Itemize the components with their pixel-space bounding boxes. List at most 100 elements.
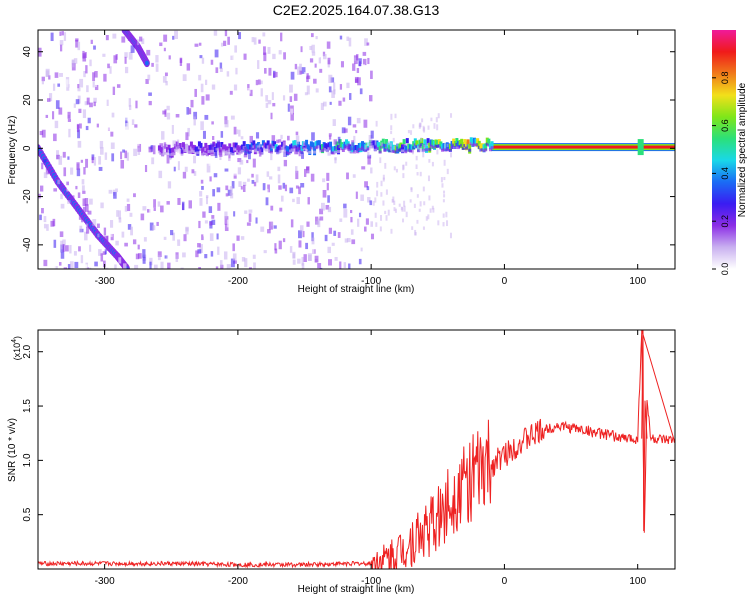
heatmap-cell [54,266,58,269]
heatmap-cell [171,124,174,134]
heatmap-cell [77,140,82,148]
heatmap-cell [455,138,459,145]
heatmap-cell [322,178,326,183]
heatmap-cell [370,233,375,240]
heatmap-cell [189,141,193,149]
heatmap-cell [403,205,406,212]
heatmap-cell [79,225,83,233]
heatmap-cell [247,87,251,94]
heatmap-cell [228,158,232,165]
heatmap-cell [284,219,289,226]
heatmap-cell [426,143,430,147]
heatmap-cell [135,100,138,109]
heatmap-cell [106,243,111,251]
heatmap-cell [456,141,460,147]
heatmap-cell [129,212,133,217]
heatmap-cell [243,146,248,152]
heatmap-cell [175,113,180,118]
heatmap-cell [130,226,133,236]
heatmap-cell [356,67,360,73]
heatmap-cell [201,148,205,155]
heatmap-cell [372,145,376,149]
heatmap-cell [463,144,467,148]
heatmap-cell [78,108,82,114]
heatmap-cell [328,259,332,266]
heatmap-cell [197,243,201,248]
heatmap-cell [151,62,154,67]
heatmap-cell [440,177,443,183]
heatmap-cell [437,220,440,226]
heatmap-cell [139,36,143,42]
heatmap-cell [430,117,433,122]
heatmap-cell [212,136,215,140]
heatmap-cell [281,146,285,150]
heatmap-cell [67,264,71,269]
heatmap-cell [319,68,323,73]
heatmap-cell [183,234,187,242]
heatmap-cell [280,134,283,139]
heatmap-cell [120,71,125,78]
heatmap-cell [311,147,315,151]
heatmap-cell [393,145,396,150]
heatmap-cell [276,139,279,144]
heatmap-cell [283,52,286,60]
heatmap-cell [306,85,310,95]
heatmap-cell [166,154,170,164]
heatmap-cell [321,257,326,261]
snr-y-scale-exponent: 4 [11,339,18,343]
heatmap-cell [156,268,160,269]
heatmap-cell [76,124,80,133]
heatmap-cell [255,255,259,262]
heatmap-cell [273,72,276,78]
heatmap-cell [220,131,224,138]
heatmap-cell [185,227,189,235]
heatmap-cell [297,146,301,150]
heatmap-cell [146,49,151,56]
y-tick-label: 20 [22,94,33,106]
heatmap-cell [183,144,187,153]
heatmap-cell [471,138,475,148]
heatmap-cell [164,149,168,153]
heatmap-cell [405,161,408,166]
heatmap-cell [314,63,317,68]
heatmap-cell [387,140,390,146]
heatmap-cell [434,144,438,148]
heatmap-cell [229,186,233,196]
heatmap-cell [50,116,53,121]
heatmap-cell [437,113,440,119]
heatmap-cell [267,229,271,234]
heatmap-cell [330,146,334,154]
heatmap-cell [310,33,314,38]
heatmap-cell [225,193,229,197]
heatmap-cell [327,246,331,254]
heatmap-cell [202,130,206,139]
heatmap-cell [443,194,446,198]
heatmap-cell [418,124,421,129]
heatmap-cell [94,71,98,78]
heatmap-cell [278,240,282,250]
heatmap-cell [255,174,259,183]
heatmap-cell [362,147,366,151]
heatmap-cell [314,141,318,149]
heatmap-cell [252,145,256,149]
heatmap-cell [45,249,49,257]
heatmap-cell [231,147,235,156]
heatmap-cell [337,150,341,154]
heatmap-cell [325,248,329,257]
heatmap-cell [93,101,96,107]
heatmap-cell [219,67,223,73]
heatmap-cell [339,35,343,40]
heatmap-cell [461,141,465,150]
heatmap-cell [289,149,293,153]
heatmap-cell [185,148,189,152]
heatmap-cell [261,140,265,147]
heatmap-cell [341,149,345,153]
heatmap-cell [472,137,476,144]
heatmap-cell [235,67,238,75]
heatmap-cell [167,128,171,136]
heatmap-cell [241,144,245,153]
heatmap-cell [374,197,377,203]
heatmap-cell [188,145,192,154]
heatmap-cell [358,258,362,265]
heatmap-cell [83,163,87,169]
